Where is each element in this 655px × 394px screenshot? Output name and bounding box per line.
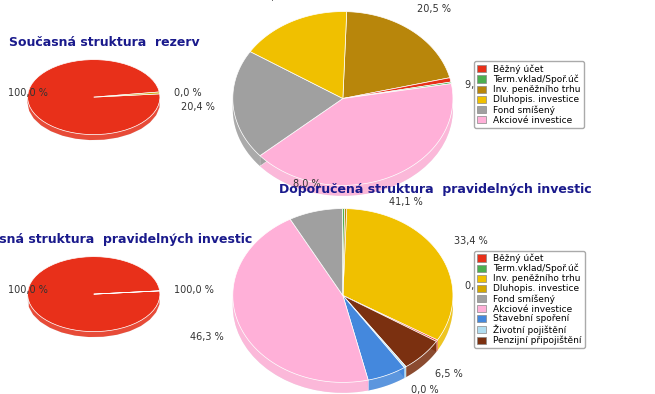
Polygon shape (404, 367, 406, 378)
Polygon shape (260, 98, 343, 166)
Text: 0,0 %: 0,0 % (174, 88, 201, 98)
Polygon shape (343, 296, 436, 367)
Text: 100,0 %: 100,0 % (174, 285, 214, 295)
Polygon shape (343, 296, 436, 352)
Text: 8,0 %: 8,0 % (293, 179, 321, 190)
Polygon shape (28, 256, 160, 332)
Polygon shape (343, 296, 368, 390)
Polygon shape (343, 296, 406, 377)
Polygon shape (343, 12, 450, 98)
Polygon shape (343, 78, 451, 98)
Text: 46,3 %: 46,3 % (191, 331, 224, 342)
Polygon shape (343, 296, 404, 378)
Text: 0,0 %: 0,0 % (464, 281, 493, 291)
Legend: Běžný účet, Term.vklad/Spoř.úč, Inv. peněžního trhu, Dluhopis. investice, Fond s: Běžný účet, Term.vklad/Spoř.úč, Inv. pen… (474, 61, 584, 128)
Polygon shape (94, 291, 160, 294)
Title: Současná struktura  rezerv: Současná struktura rezerv (9, 36, 200, 49)
Polygon shape (343, 209, 453, 340)
Polygon shape (343, 296, 438, 350)
Polygon shape (29, 299, 159, 337)
Polygon shape (343, 296, 404, 380)
Legend: Běžný účet, Term.vklad/Spoř.úč, Inv. peněžního trhu, Dluhopis. investice, Fond s: Běžný účet, Term.vklad/Spoř.úč, Inv. pen… (474, 251, 584, 348)
Title: Doporučená struktura  pravidelných investic: Doporučená struktura pravidelných invest… (279, 183, 592, 196)
Polygon shape (343, 296, 404, 378)
Polygon shape (343, 296, 438, 342)
Polygon shape (233, 99, 260, 166)
Polygon shape (28, 59, 160, 135)
Polygon shape (290, 208, 343, 296)
Polygon shape (343, 296, 406, 368)
Polygon shape (436, 340, 438, 352)
Polygon shape (343, 208, 346, 296)
Text: 100,0 %: 100,0 % (9, 285, 48, 295)
Polygon shape (28, 97, 159, 140)
Text: 9,8 %: 9,8 % (464, 80, 493, 89)
Polygon shape (343, 82, 451, 98)
Ellipse shape (233, 22, 453, 196)
Text: 20,5 %: 20,5 % (417, 4, 451, 15)
Text: 33,4 %: 33,4 % (454, 236, 487, 245)
Polygon shape (233, 219, 368, 383)
Polygon shape (260, 84, 453, 186)
Text: 6,5 %: 6,5 % (434, 370, 462, 379)
Ellipse shape (28, 262, 160, 337)
Polygon shape (343, 296, 438, 350)
Polygon shape (343, 296, 406, 377)
Ellipse shape (28, 65, 160, 140)
Polygon shape (260, 99, 453, 196)
Polygon shape (233, 297, 368, 393)
Text: 20,4 %: 20,4 % (181, 102, 215, 112)
Polygon shape (406, 342, 436, 377)
Polygon shape (368, 368, 404, 390)
Polygon shape (94, 92, 160, 97)
Polygon shape (343, 296, 436, 352)
Text: 41,1 %: 41,1 % (388, 197, 422, 207)
Polygon shape (260, 98, 343, 166)
Polygon shape (343, 296, 368, 390)
Polygon shape (438, 299, 453, 350)
Polygon shape (233, 52, 343, 156)
Ellipse shape (233, 219, 453, 393)
Polygon shape (343, 208, 345, 296)
Text: 100,0 %: 100,0 % (9, 88, 48, 98)
Polygon shape (250, 11, 346, 98)
Text: 0,0 %: 0,0 % (411, 385, 439, 394)
Title: Současná struktura  pravidelných investic: Současná struktura pravidelných investic (0, 233, 252, 246)
Text: 16,4 %: 16,4 % (259, 0, 292, 2)
